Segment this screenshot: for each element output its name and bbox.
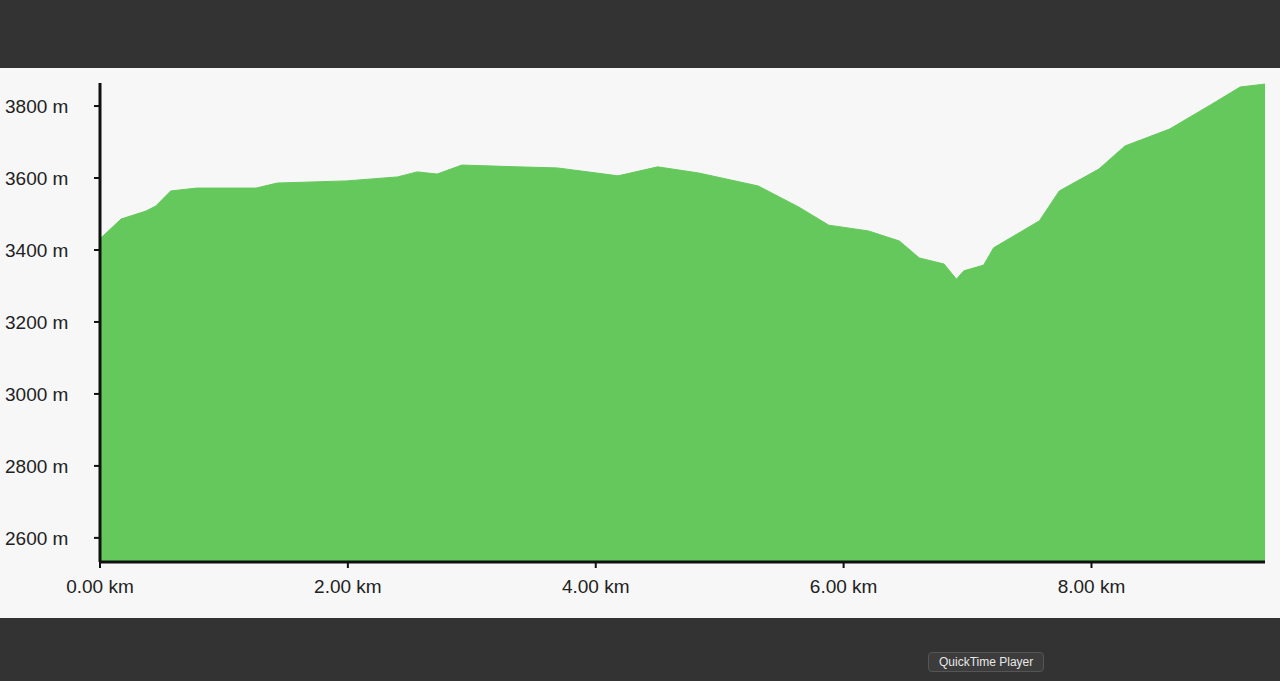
svg-text:3600 m: 3600 m xyxy=(8,168,68,189)
svg-text:3000 m: 3000 m xyxy=(8,384,68,405)
html-text:QuickTime Player: QuickTime Player xyxy=(939,655,1034,669)
svg-text:2800 m: 2800 m xyxy=(8,456,68,477)
svg-text:3200 m: 3200 m xyxy=(8,312,68,333)
svg-text:3400 m: 3400 m xyxy=(8,240,68,261)
svg-text:4.00 km: 4.00 km xyxy=(562,576,630,597)
svg-text:3800 m: 3800 m xyxy=(8,96,68,117)
svg-text:0.00 km: 0.00 km xyxy=(66,576,134,597)
svg-text:8.00 km: 8.00 km xyxy=(1058,576,1126,597)
svg-text:2600 m: 2600 m xyxy=(8,528,68,549)
svg-text:2.00 km: 2.00 km xyxy=(314,576,382,597)
svg-text:6.00 km: 6.00 km xyxy=(810,576,878,597)
